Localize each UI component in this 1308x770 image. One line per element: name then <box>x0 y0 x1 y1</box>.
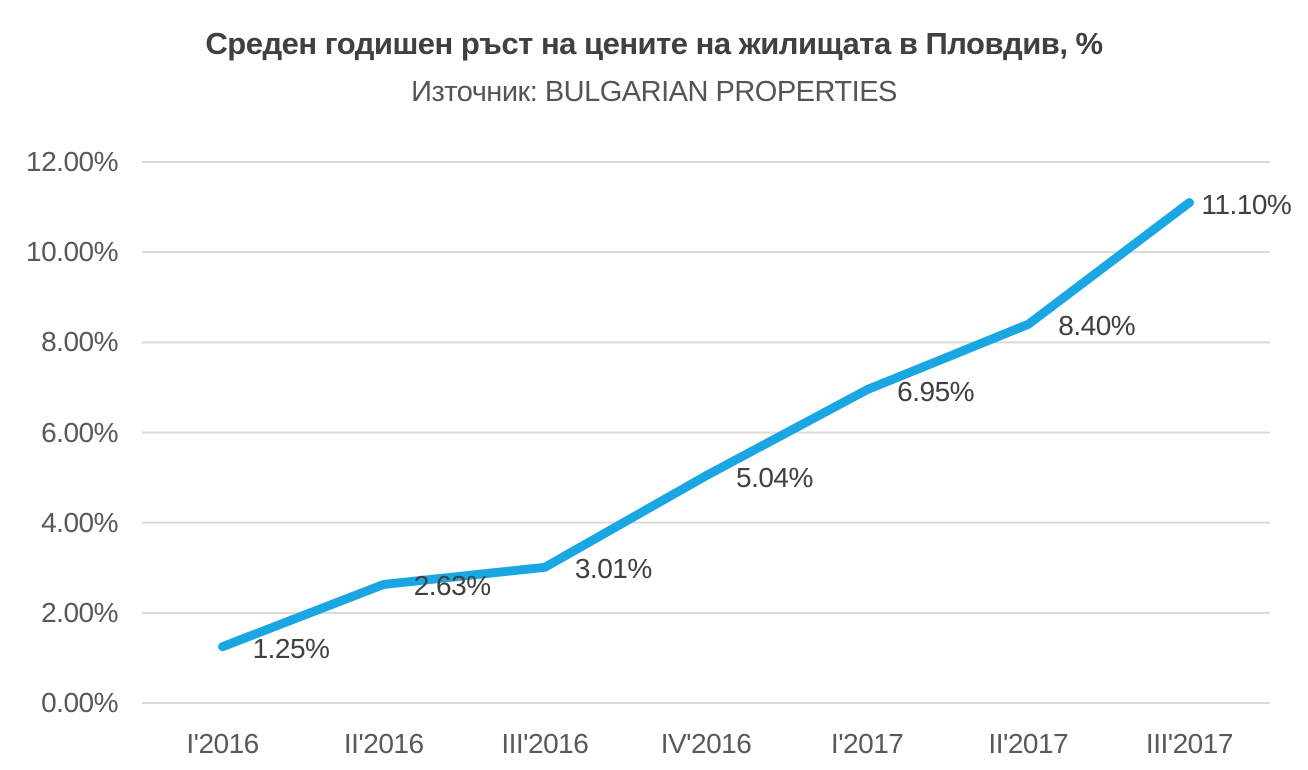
chart-title: Среден годишен ръст на цените на жилищат… <box>205 26 1103 61</box>
x-axis-category-label: I'2016 <box>186 728 259 759</box>
data-point-label: 5.04% <box>736 461 813 493</box>
y-axis-tick-label: 6.00% <box>41 416 118 448</box>
x-axis-category-label: II'2016 <box>343 728 424 759</box>
y-axis-tick-label: 4.00% <box>41 506 118 538</box>
data-point-label: 8.40% <box>1058 310 1136 342</box>
series-line <box>218 198 1194 652</box>
data-point-label: 11.10% <box>1201 188 1292 220</box>
data-point-label: 3.01% <box>574 553 652 585</box>
y-axis-tick-label: 8.00% <box>41 326 118 358</box>
data-point-label: 2.63% <box>413 570 491 602</box>
y-axis-tick-label: 0.00% <box>41 687 118 718</box>
data-point-label: 6.95% <box>897 375 975 407</box>
x-axis-category-label: III'2017 <box>1145 728 1233 759</box>
y-axis-tick-label: 10.00% <box>26 236 118 268</box>
x-axis-category-label: III'2016 <box>501 728 589 759</box>
x-axis-category-label: IV'2016 <box>660 728 752 759</box>
y-axis-tick-label: 12.00% <box>26 146 118 177</box>
x-axis-category-label: I'2017 <box>830 728 904 759</box>
x-axis-category-label: II'2017 <box>988 728 1069 759</box>
chart-subtitle: Източник: BULGARIAN PROPERTIES <box>411 76 897 108</box>
data-point-label: 1.25% <box>252 632 330 664</box>
y-axis-tick-label: 2.00% <box>41 596 118 628</box>
